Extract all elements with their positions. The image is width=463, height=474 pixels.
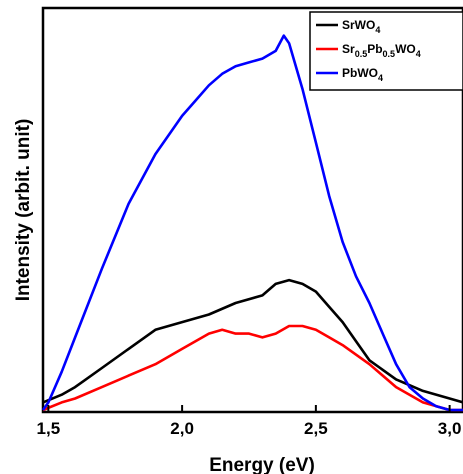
series-line-2 bbox=[41, 34, 463, 412]
legend-label-srpbwo4: Sr0.5Pb0.5WO4 bbox=[342, 42, 421, 59]
x-tick-label: 1,5 bbox=[37, 419, 61, 438]
x-axis: 1,5 2,0 2,5 3,0 bbox=[37, 405, 462, 438]
series-line-1 bbox=[42, 324, 463, 412]
legend-label-pbwo4: PbWO4 bbox=[342, 66, 383, 83]
plot-area: 1,5 2,0 2,5 3,0 bbox=[37, 6, 463, 438]
x-tick-label: 2,5 bbox=[304, 419, 328, 438]
y-axis-label: Intensity (arbit. unit) bbox=[13, 119, 34, 302]
legend: SrWO4 Sr0.5Pb0.5WO4 PbWO4 bbox=[309, 11, 463, 91]
legend-label-srwo4: SrWO4 bbox=[342, 18, 380, 35]
x-tick-label: 2,0 bbox=[170, 419, 194, 438]
x-tick-label: 3,0 bbox=[438, 419, 462, 438]
series-layer bbox=[41, 34, 463, 412]
series-line-0 bbox=[42, 278, 463, 404]
plot-frame bbox=[41, 6, 463, 414]
x-axis-label: Energy (eV) bbox=[209, 455, 315, 474]
